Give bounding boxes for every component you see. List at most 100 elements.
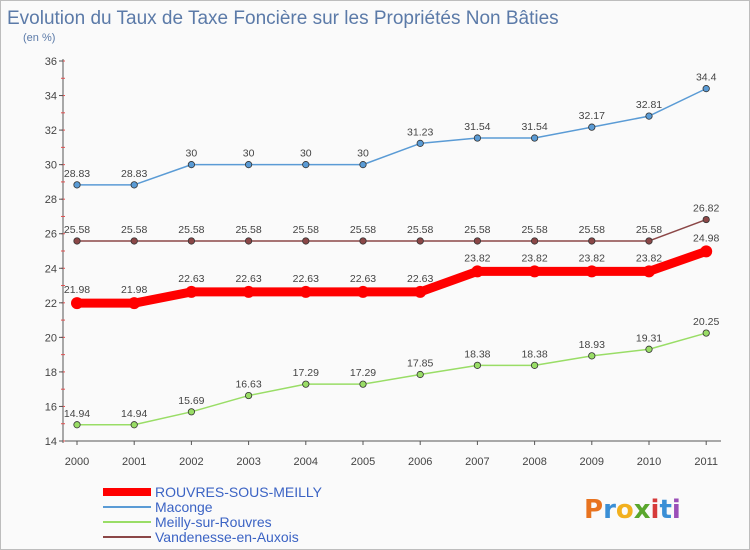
legend-entry: Maconge <box>155 499 213 515</box>
logo-letter: o <box>616 495 634 525</box>
data-label: 22.63 <box>178 273 204 285</box>
legend-entry: Vandenesse-en-Auxois <box>155 529 299 545</box>
data-label: 23.82 <box>636 252 662 264</box>
data-point <box>242 285 255 298</box>
data-point <box>416 370 424 379</box>
data-point <box>702 329 710 337</box>
data-point <box>130 421 138 429</box>
logo-letter: i <box>651 495 660 525</box>
data-point <box>302 161 310 169</box>
data-point <box>528 265 541 278</box>
data-label: 32.17 <box>579 110 605 122</box>
data-label: 14.94 <box>121 408 147 420</box>
data-point <box>73 421 81 429</box>
y-tick-label: 14 <box>45 436 57 448</box>
data-point <box>299 285 312 298</box>
chart-title: Evolution du Taux de Taxe Foncière sur l… <box>7 8 559 29</box>
data-point <box>73 181 81 189</box>
data-label: 25.58 <box>636 224 662 236</box>
x-tick-label: 2007 <box>465 456 489 468</box>
data-point <box>473 134 481 142</box>
data-point <box>643 265 655 278</box>
x-tick-label: 2006 <box>408 456 432 468</box>
data-label: 19.31 <box>636 332 662 344</box>
data-label: 22.63 <box>407 273 433 285</box>
data-point <box>645 237 653 245</box>
x-tick-label: 2001 <box>122 456 146 468</box>
data-point <box>302 237 310 245</box>
data-point <box>359 237 367 245</box>
data-label: 25.58 <box>121 224 147 236</box>
data-point <box>645 345 653 353</box>
chart-subtitle: (en %) <box>23 32 55 44</box>
y-tick-label: 24 <box>45 263 57 275</box>
series-layer <box>71 85 713 429</box>
data-label: 21.98 <box>121 284 147 296</box>
data-label: 34.4 <box>696 72 717 84</box>
x-tick-label: 2002 <box>179 456 203 468</box>
y-tick-label: 34 <box>45 91 57 103</box>
data-label: 25.58 <box>579 224 605 236</box>
data-label: 32.81 <box>636 99 662 111</box>
data-point <box>128 297 141 310</box>
x-tick-label: 2011 <box>694 456 718 468</box>
x-tick-label: 2005 <box>351 456 375 468</box>
data-point <box>416 237 424 245</box>
data-label: 31.54 <box>464 121 490 133</box>
data-label: 23.82 <box>464 252 490 264</box>
data-label: 25.58 <box>407 224 433 236</box>
data-point <box>130 237 138 245</box>
data-label: 16.63 <box>235 379 261 391</box>
y-tick-label: 26 <box>45 229 57 241</box>
data-label: 30 <box>300 148 312 160</box>
y-tick-label: 36 <box>45 56 57 68</box>
logo-letter: r <box>603 495 616 525</box>
series-line-vandenesse-en-auxois <box>76 218 707 242</box>
data-point <box>245 391 253 400</box>
data-label: 23.82 <box>521 252 547 264</box>
data-label: 23.82 <box>579 252 605 264</box>
data-point <box>530 134 539 142</box>
data-point <box>702 215 710 224</box>
data-label: 14.94 <box>64 408 90 420</box>
x-tick-label: 2000 <box>65 456 89 468</box>
data-point <box>585 265 598 278</box>
x-tick-label: 2008 <box>522 456 546 468</box>
data-point <box>245 161 253 169</box>
series-line-rouvres-sous-meilly <box>72 246 711 308</box>
y-tick-label: 22 <box>45 298 57 310</box>
data-point <box>414 285 427 298</box>
data-label: 26.82 <box>693 203 719 215</box>
data-label: 28.83 <box>64 168 90 180</box>
proxiti-logo: Proxiti <box>584 495 681 525</box>
series-line-meilly-sur-rouvres <box>76 332 707 426</box>
data-label: 30 <box>186 148 198 160</box>
data-label: 25.58 <box>235 224 261 236</box>
data-point <box>588 352 596 360</box>
y-tick-label: 32 <box>45 125 57 137</box>
data-label: 18.38 <box>521 348 547 360</box>
data-point <box>530 237 539 245</box>
data-point <box>588 237 596 245</box>
x-tick-label: 2010 <box>637 456 661 468</box>
data-labels: 28.83 28.83 30 30 30 30 31.23 31.54 31.54 32.17 32… <box>64 72 720 420</box>
y-tick-label: 16 <box>45 401 57 413</box>
data-point <box>185 285 198 298</box>
x-tick-label: 2004 <box>294 456 318 468</box>
y-tick-label: 20 <box>45 332 57 344</box>
logo-letter: i <box>672 495 681 525</box>
data-label: 21.98 <box>64 284 90 296</box>
data-label: 30 <box>243 148 255 160</box>
data-label: 30 <box>357 148 369 160</box>
data-label: 25.58 <box>64 224 90 236</box>
data-label: 24.98 <box>693 232 719 244</box>
logo-text: Proxiti <box>584 495 681 525</box>
y-tick-label: 28 <box>45 194 57 206</box>
y-tick-label: 18 <box>45 367 57 379</box>
data-point <box>359 161 367 169</box>
data-point <box>702 85 710 93</box>
data-label: 25.58 <box>293 224 319 236</box>
legend-entry: ROUVRES-SOUS-MEILLY <box>155 484 323 500</box>
